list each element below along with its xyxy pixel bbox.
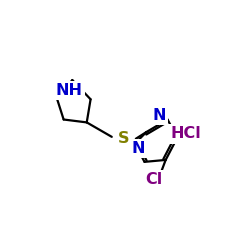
Text: Cl: Cl: [146, 172, 163, 187]
Text: N: N: [152, 108, 166, 123]
Text: NH: NH: [56, 83, 83, 98]
Text: N: N: [132, 141, 145, 156]
Text: HCl: HCl: [170, 126, 201, 142]
Text: S: S: [118, 131, 130, 146]
